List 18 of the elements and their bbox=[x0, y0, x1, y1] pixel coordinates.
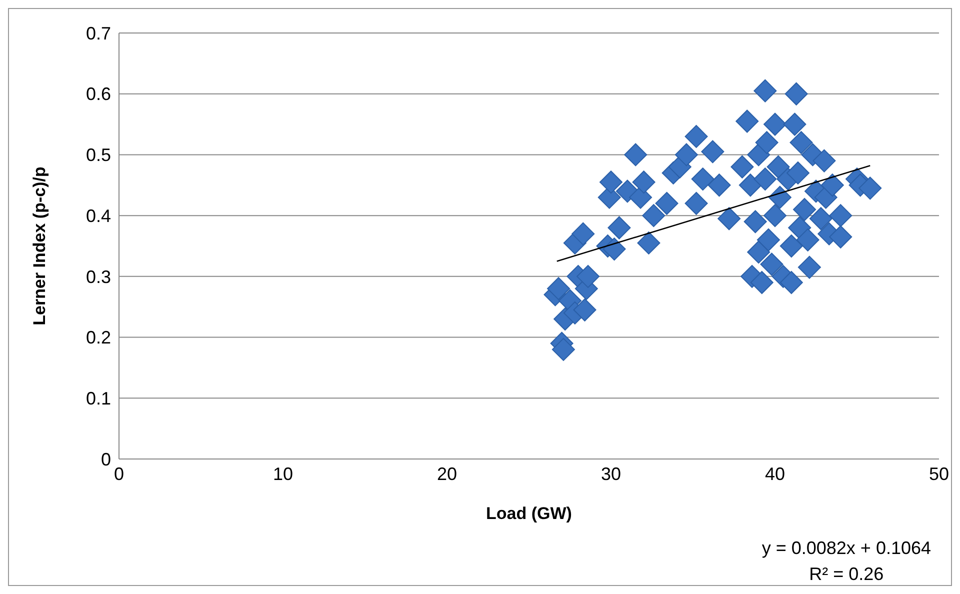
y-tick-label: 0.5 bbox=[86, 145, 111, 166]
x-tick-label: 20 bbox=[436, 464, 458, 484]
x-tick-label: 10 bbox=[272, 464, 294, 484]
x-tick-label: 40 bbox=[764, 464, 786, 484]
y-axis-title: Lerner Index (p-c)/p bbox=[30, 166, 50, 326]
text: y = 0.0082x + 0.1064 bbox=[762, 537, 931, 560]
x-tick-label: 50 bbox=[928, 464, 950, 484]
y-tick-label: 0.3 bbox=[86, 266, 111, 287]
x-tick-label: 30 bbox=[600, 464, 622, 484]
x-axis-title: Load (GW) bbox=[486, 504, 572, 523]
y-tick-label: 0.4 bbox=[86, 206, 111, 226]
y-tick-label: 0.1 bbox=[86, 388, 111, 409]
text: R² = 0.26 bbox=[808, 563, 885, 586]
x-tick-label: 0 bbox=[114, 464, 124, 484]
y-tick-label: 0.6 bbox=[86, 84, 111, 104]
y-tick-label: 0.2 bbox=[86, 328, 111, 348]
y-tick-label: 0.7 bbox=[86, 23, 111, 44]
y-tick-label: 0 bbox=[100, 449, 111, 470]
